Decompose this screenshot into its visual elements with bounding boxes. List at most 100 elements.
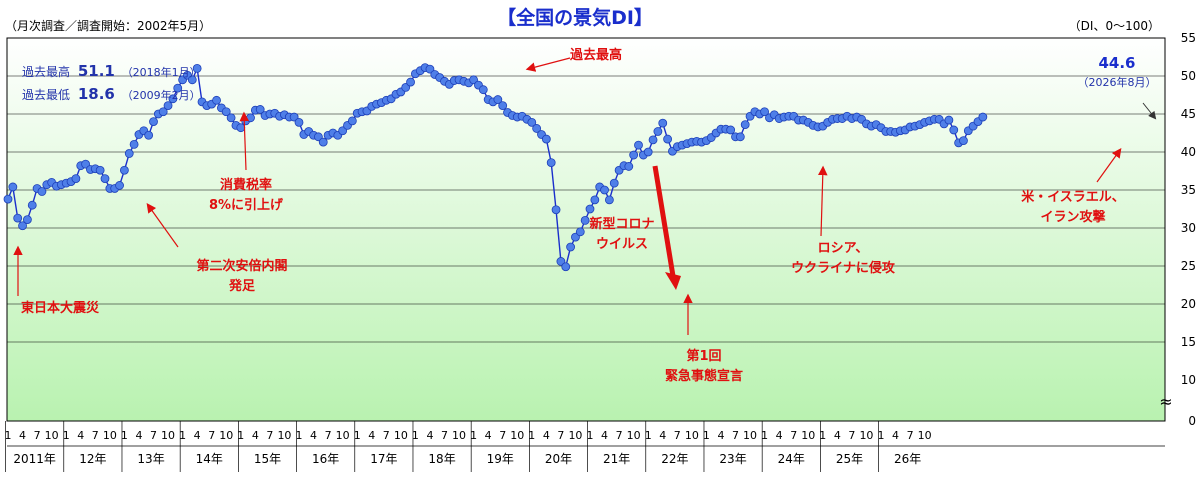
x-month-tick-label: 4 (834, 429, 841, 442)
annotation-text-abe: 第二次安倍内閣 (196, 258, 287, 274)
data-point (8, 182, 18, 192)
x-year-label: 20年 (545, 452, 572, 466)
annotation-arrow-iran (1096, 148, 1122, 183)
x-year-label: 24年 (778, 452, 805, 466)
data-point (22, 215, 32, 225)
data-point (585, 204, 595, 214)
annotation-text-iran: イラン攻撃 (1040, 209, 1105, 225)
x-month-tick-label: 1 (587, 429, 594, 442)
data-point (740, 120, 750, 130)
series-points (3, 63, 988, 272)
x-month-tick-label: 4 (543, 429, 550, 442)
data-point (590, 195, 600, 205)
annotation-text-iran: 米・イスラエル、 (1021, 189, 1125, 205)
data-point (406, 77, 415, 87)
x-year-label: 16年 (312, 452, 339, 466)
y-tick-label: 20 (1181, 297, 1196, 311)
data-point (347, 116, 357, 126)
covid-drop-arrow-head (665, 272, 681, 290)
x-month-tick-label: 10 (918, 429, 932, 442)
x-month-tick-label: 10 (394, 429, 408, 442)
x-month-tick-label: 4 (194, 429, 201, 442)
annotation-arrow-tax (239, 111, 250, 171)
x-month-tick-label: 1 (878, 429, 885, 442)
data-point (629, 150, 639, 160)
x-month-tick-label: 1 (819, 429, 826, 442)
x-month-tick-label: 10 (336, 429, 350, 442)
data-point (18, 221, 27, 231)
data-point (609, 178, 619, 188)
data-point (735, 132, 745, 142)
data-point (546, 158, 556, 168)
data-point (95, 165, 105, 175)
data-point (949, 125, 959, 135)
x-month-tick-label: 1 (645, 429, 652, 442)
annotation-text-abe: 発足 (228, 278, 256, 294)
annotation-arrows (13, 57, 1122, 335)
chart-subtitle: （月次調査／調査開始：2002年5月） (5, 19, 211, 33)
x-year-label: 25年 (836, 452, 863, 466)
x-month-tick-label: 1 (296, 429, 303, 442)
data-point (653, 127, 663, 136)
data-point (212, 95, 221, 105)
x-month-tick-label: 1 (63, 429, 70, 442)
data-point (120, 165, 129, 175)
x-month-tick-label: 7 (325, 429, 332, 442)
x-month-tick-label: 10 (103, 429, 117, 442)
x-month-tick-label: 1 (470, 429, 477, 442)
record-box: 過去最高 51.1 （2018年1月） 過去最低 18.6 （2009年2月） (22, 62, 201, 103)
y-tick-label: 15 (1181, 335, 1196, 349)
record-high-note: （2018年1月） (122, 65, 201, 79)
record-low-label: 過去最低 (22, 88, 70, 102)
data-point (163, 101, 173, 111)
y-tick-label: 30 (1181, 221, 1196, 235)
x-month-tick-label: 4 (892, 429, 899, 442)
data-point (192, 64, 202, 73)
y-tick-label: 25 (1181, 259, 1196, 273)
x-month-tick-label: 10 (627, 429, 641, 442)
data-point (532, 124, 542, 133)
data-point (226, 113, 236, 123)
data-point (115, 181, 124, 190)
y-tick-label: 35 (1181, 183, 1196, 197)
data-point (648, 135, 658, 145)
data-point (255, 105, 265, 114)
latest-callout: 44.6 （2026年8月） (1078, 54, 1157, 120)
x-month-tick-label: 7 (150, 429, 157, 442)
annotation-text-emergency: 緊急事態宣言 (665, 368, 743, 384)
x-month-tick-label: 7 (266, 429, 273, 442)
x-month-tick-label: 4 (776, 429, 783, 442)
x-year-label: 14年 (196, 452, 223, 466)
x-month-tick-label: 4 (77, 429, 84, 442)
x-month-tick-label: 10 (45, 429, 59, 442)
y-axis: 0 10 15 20 25 30 35 40 45 50 55 ≈ (1159, 31, 1196, 428)
x-month-tick-label: 10 (685, 429, 699, 442)
data-point (168, 94, 178, 104)
x-month-tick-label: 4 (426, 429, 433, 442)
annotation-arrow-ukraine (817, 165, 828, 237)
annotation-text-ukraine: ロシア、 (818, 241, 869, 256)
data-point (27, 200, 37, 210)
data-point (3, 194, 13, 204)
x-month-tick-label: 7 (499, 429, 506, 442)
x-month-tick-label: 10 (801, 429, 815, 442)
chart-title: 【全国の景気DI】 (497, 6, 653, 29)
data-point (318, 137, 328, 147)
y-tick-label: 0 (1188, 414, 1196, 428)
data-point (149, 117, 158, 126)
record-high-value: 51.1 (78, 62, 115, 80)
x-year-label: 23年 (719, 452, 746, 466)
annotation-text-tax: 消費税率 (220, 177, 272, 193)
data-point (658, 118, 668, 128)
x-month-tick-label: 1 (528, 429, 535, 442)
x-month-tick-label: 10 (510, 429, 524, 442)
data-point (158, 107, 168, 117)
data-point (71, 174, 81, 184)
latest-note: （2026年8月） (1078, 75, 1157, 89)
x-year-label: 26年 (894, 452, 921, 466)
x-year-label: 18年 (428, 452, 455, 466)
data-point (580, 215, 590, 225)
x-month-tick-label: 10 (743, 429, 757, 442)
annotation-arrow-abe (146, 203, 179, 248)
